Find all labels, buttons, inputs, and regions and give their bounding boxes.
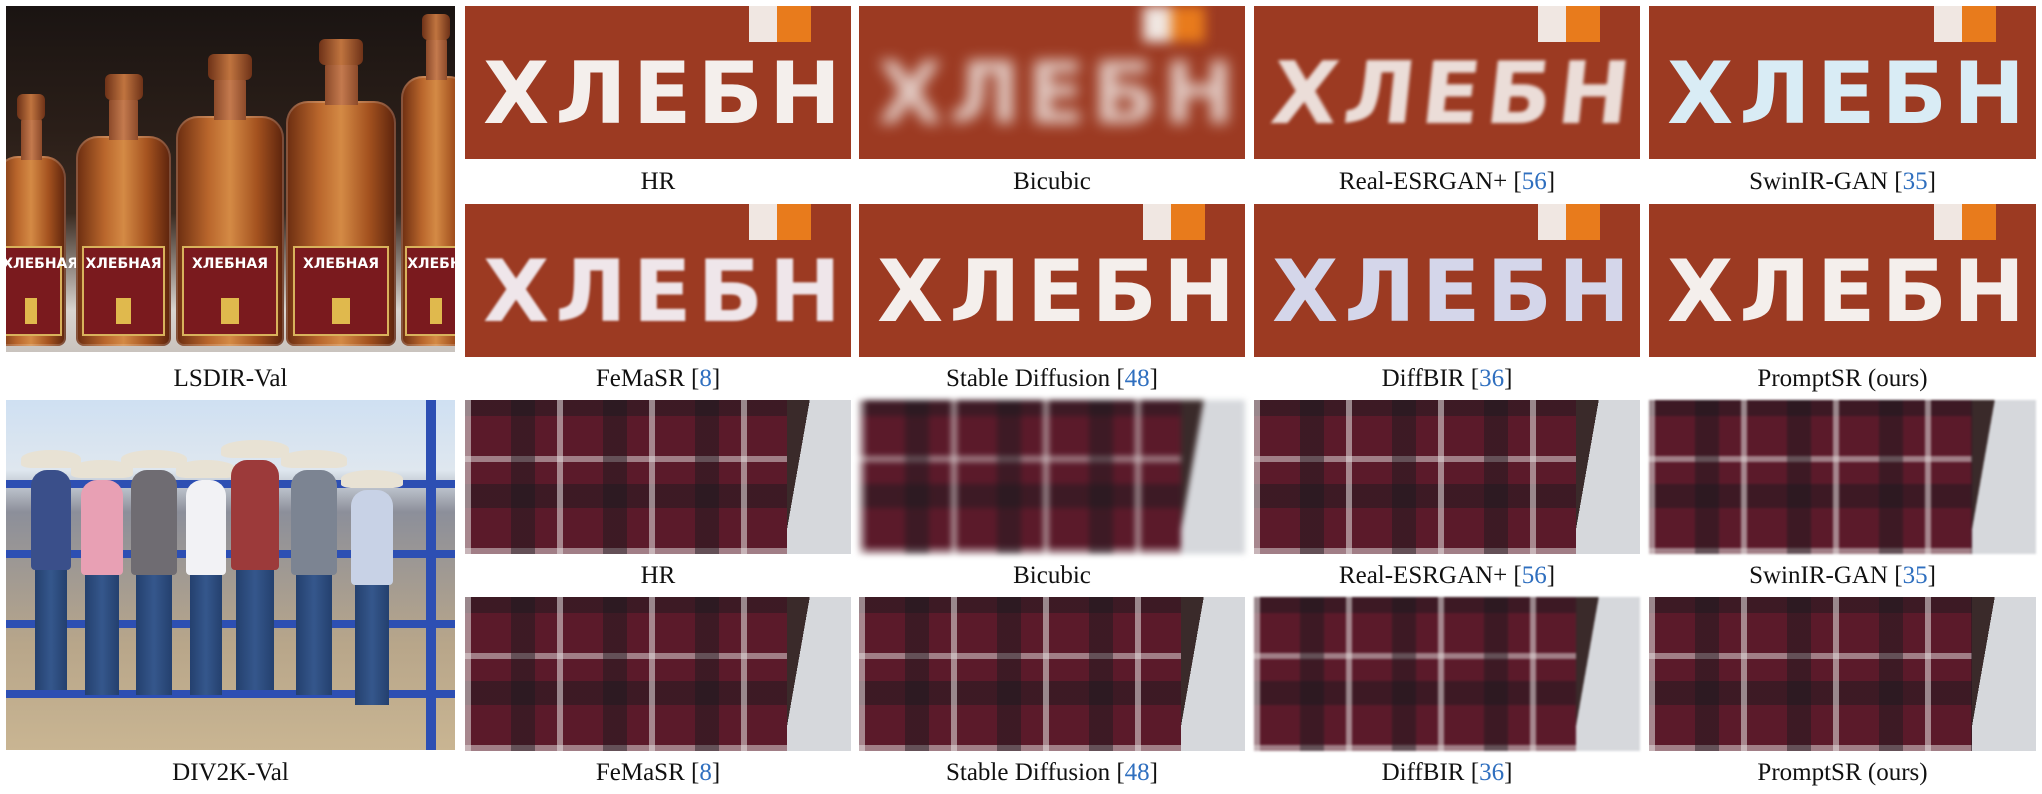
- caption-hr: HR: [640, 168, 676, 195]
- crop-word: ХЛЕБН: [1272, 242, 1637, 342]
- crop-femasr: [465, 597, 851, 751]
- crop-real-esrgan: [1254, 400, 1640, 554]
- crop-word: ХЛЕБН: [877, 242, 1242, 342]
- caption-femasr: FeMaSR [8]: [595, 365, 721, 392]
- caption-hr: HR: [640, 562, 676, 589]
- bottle-label-text: ХЛЕБНАЯ: [6, 256, 79, 272]
- crop-stable-diffusion: ХЛЕБН: [859, 204, 1245, 357]
- bottle-label-text: ХЛЕБНАЯ: [407, 256, 455, 272]
- crop-promptsr: ХЛЕБН: [1649, 204, 2036, 357]
- crop-swinir-gan: [1649, 400, 2036, 554]
- caption-real-esrgan: Real-ESRGAN+ [56]: [1338, 168, 1556, 195]
- bottle-label-text: ХЛЕБНАЯ: [85, 256, 162, 272]
- caption-swinir-gan: SwinIR-GAN [35]: [1749, 168, 1936, 195]
- lsdir-overview-image: ХЛЕБНАЯ ХЛЕБНАЯ ХЛЕБНАЯ ХЛЕБНАЯ ХЛЕБНАЯ: [6, 6, 455, 352]
- caption-swinir-gan: SwinIR-GAN [35]: [1749, 562, 1936, 589]
- crop-word: ХЛЕБН: [483, 242, 848, 342]
- crop-stable-diffusion: [859, 597, 1245, 751]
- crop-diffbir: [1254, 597, 1640, 751]
- crop-word: ХЛЕБН: [1667, 242, 2032, 342]
- caption-femasr: FeMaSR [8]: [595, 759, 721, 786]
- bottle-label-text: ХЛЕБНАЯ: [192, 256, 268, 272]
- crop-word: ХЛЕБН: [1266, 44, 1640, 144]
- crop-word: ХЛЕБН: [877, 44, 1242, 144]
- div2k-overview-image: [6, 400, 455, 750]
- caption-bicubic: Bicubic: [1013, 168, 1091, 195]
- bottle-label-text: ХЛЕБНАЯ: [303, 256, 379, 272]
- caption-promptsr: PromptSR (ours): [1757, 759, 1928, 786]
- div2k-overview-caption: DIV2K-Val: [172, 759, 289, 786]
- crop-swinir-gan: ХЛЕБН: [1649, 6, 2036, 159]
- caption-diffbir: DiffBIR [36]: [1381, 365, 1513, 392]
- crop-bicubic: [859, 400, 1245, 554]
- caption-bicubic: Bicubic: [1013, 562, 1091, 589]
- caption-real-esrgan: Real-ESRGAN+ [56]: [1338, 562, 1556, 589]
- caption-stable-diffusion: Stable Diffusion [48]: [945, 365, 1158, 392]
- crop-diffbir: ХЛЕБН: [1254, 204, 1640, 357]
- caption-diffbir: DiffBIR [36]: [1381, 759, 1513, 786]
- crop-real-esrgan: ХЛЕБН: [1254, 6, 1640, 159]
- crop-word: ХЛЕБН: [1667, 44, 2032, 144]
- crop-promptsr: [1649, 597, 2036, 751]
- crop-hr: [465, 400, 851, 554]
- caption-stable-diffusion: Stable Diffusion [48]: [945, 759, 1158, 786]
- caption-promptsr: PromptSR (ours): [1757, 365, 1928, 392]
- crop-hr: ХЛЕБН: [465, 6, 851, 159]
- lsdir-overview-caption: LSDIR-Val: [173, 365, 288, 392]
- crop-bicubic: ХЛЕБН: [859, 6, 1245, 159]
- crop-femasr: ХЛЕБН: [465, 204, 851, 357]
- crop-word: ХЛЕБН: [483, 44, 848, 144]
